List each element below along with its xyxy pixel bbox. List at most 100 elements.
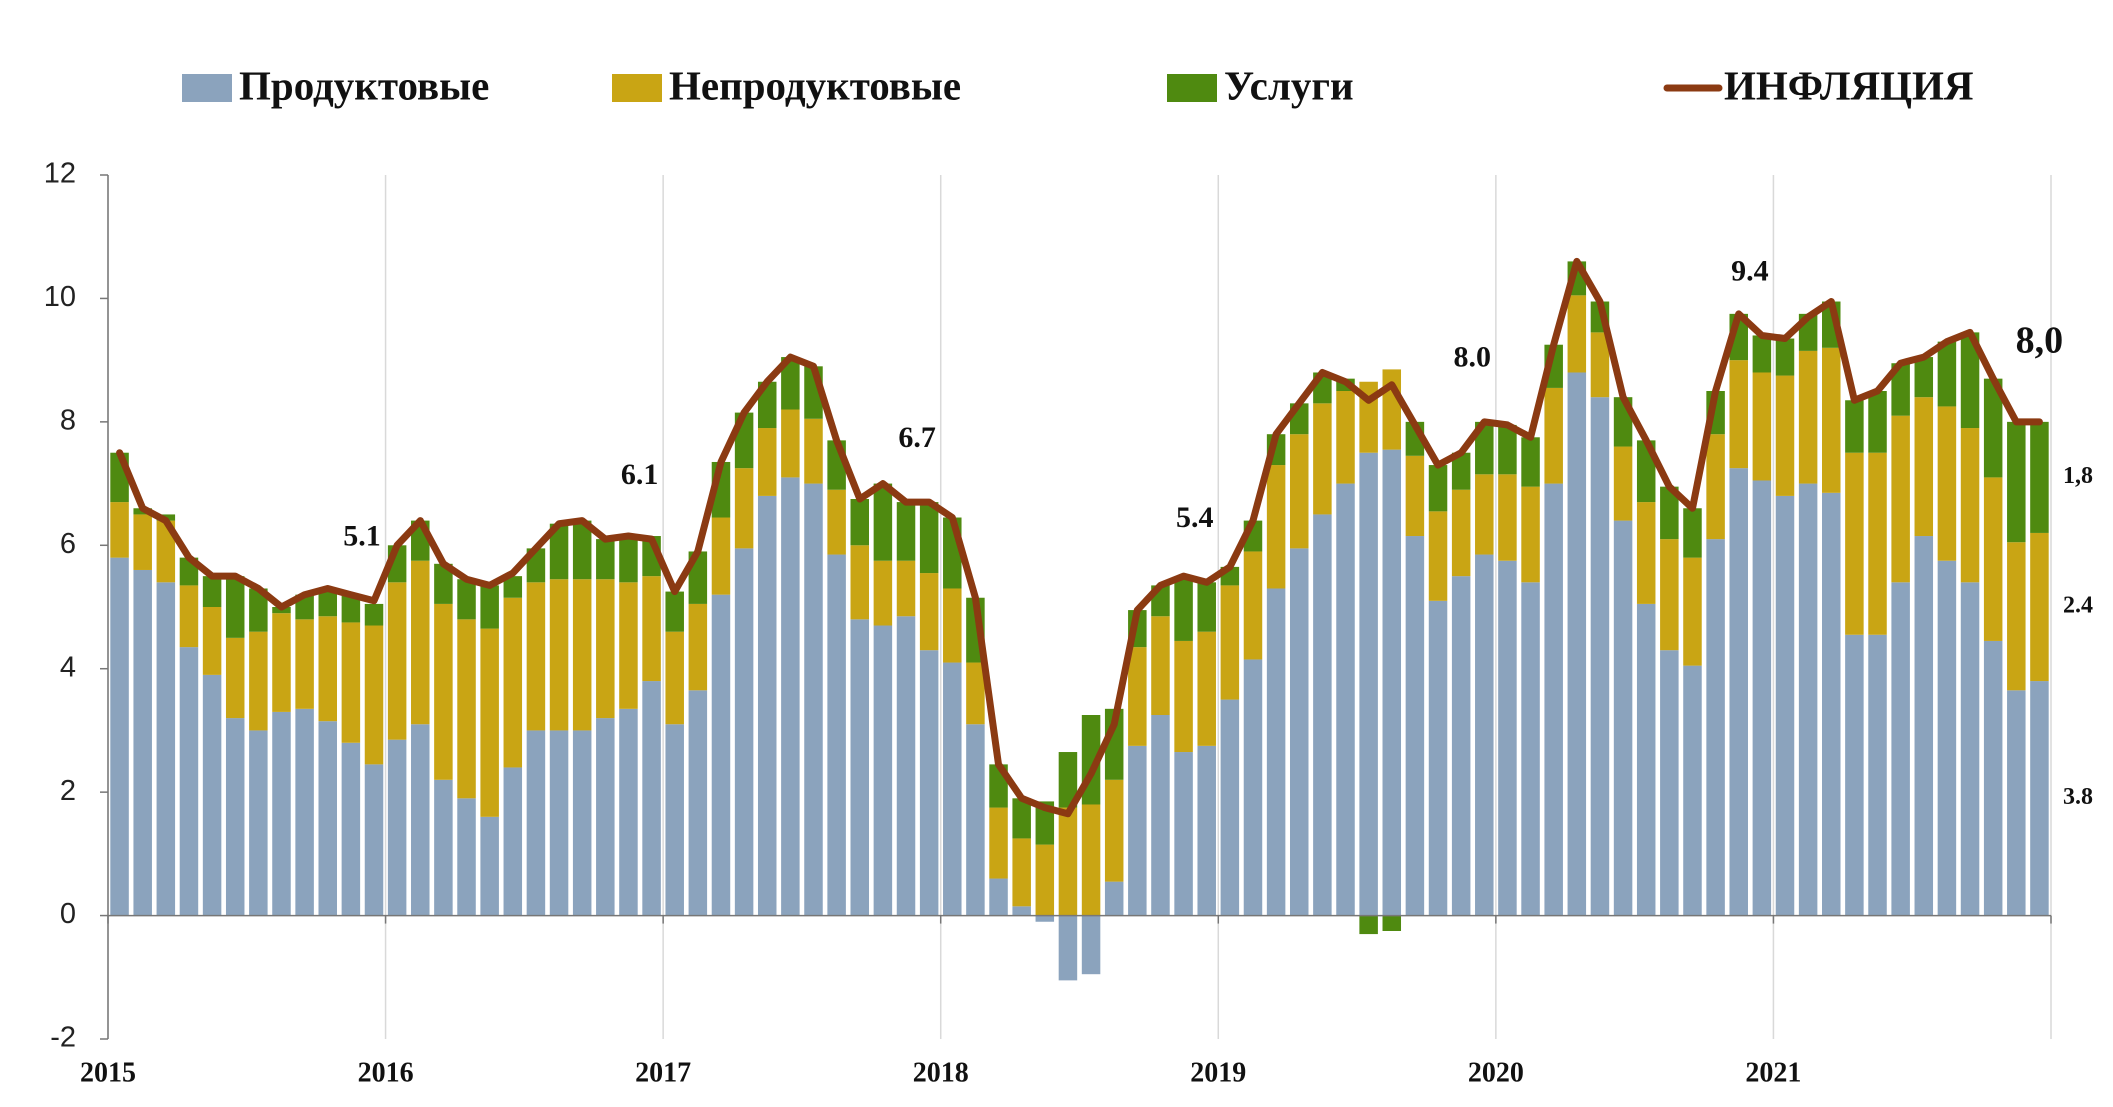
bar-segment (2007, 421, 2026, 543)
bar-segment (896, 616, 916, 916)
bar-segment (1428, 600, 1448, 916)
bar-segment (966, 724, 985, 916)
inflation-line (116, 257, 2043, 818)
bar-segment (1567, 372, 1587, 916)
bar-segment (1937, 341, 1957, 407)
bar-segment (1775, 495, 1795, 916)
bar-segment (1359, 452, 1378, 916)
legend-swatch (1167, 74, 1217, 102)
bar-segment (1174, 752, 1193, 916)
bar-segment (2030, 681, 2049, 916)
bar-segment (919, 650, 939, 916)
bar-segment (1706, 434, 1725, 540)
bar-segment (734, 468, 754, 549)
bar-segment (919, 502, 939, 574)
bar-segment (1012, 798, 1031, 839)
bar-segment (1521, 437, 1540, 487)
bar-segment (1752, 372, 1772, 481)
bar-segment (734, 548, 754, 916)
bar-segment (1660, 650, 1679, 916)
bar-segment (1012, 906, 1031, 916)
legend-label: Продуктовые (239, 62, 489, 108)
bar-segment (989, 807, 1008, 879)
bar-segment (781, 409, 800, 478)
bar-segment (665, 591, 684, 632)
bar-segment (873, 560, 893, 626)
bar-segment (943, 662, 962, 916)
bar-segment (1475, 421, 1494, 475)
y-tick-label: 10 (44, 281, 76, 313)
bar-segment (1382, 915, 1402, 931)
bar-segment (133, 569, 152, 916)
bar-segment (480, 628, 499, 817)
bar-segment (850, 499, 870, 546)
bar-segment (1660, 539, 1679, 651)
bar-segment (919, 573, 939, 651)
bar-segment (1197, 745, 1216, 916)
x-tick-label: 2019 (1190, 1057, 1246, 1088)
bar-segment (1868, 634, 1887, 916)
bar-segment (781, 477, 800, 916)
bar-segment (596, 579, 615, 719)
line-label: 8.0 (1454, 341, 1492, 374)
bar-segment (1128, 647, 1147, 746)
bar-segment (1845, 452, 1864, 635)
bar-segment (318, 588, 337, 617)
bar-segment (1128, 745, 1147, 916)
bar-segment (873, 625, 893, 916)
bar-segment (1336, 391, 1355, 484)
bar-segment (2007, 542, 2026, 691)
bar-segment (1243, 551, 1263, 660)
bar-segment (2007, 690, 2026, 916)
bar-segment (434, 779, 453, 916)
bar-segment (1914, 536, 1934, 916)
bar-segment (2030, 532, 2049, 682)
x-tick-label: 2021 (1745, 1057, 1801, 1088)
y-tick-label: 12 (44, 158, 76, 190)
bar-segment (757, 428, 777, 496)
bar-segment (1983, 640, 2003, 916)
bar-segment (1937, 406, 1957, 561)
bar-segment (1035, 844, 1055, 916)
bar-segment (1451, 452, 1471, 490)
bar-segment (249, 730, 268, 916)
bar-segment (1729, 468, 1748, 916)
bar-segment (179, 647, 199, 916)
bar-segment (572, 520, 592, 580)
bar-segment (364, 603, 384, 626)
bar-segment (1960, 332, 1980, 429)
bar-segment (480, 585, 499, 629)
bar-segment (1636, 502, 1656, 604)
bar-segment (1798, 483, 1818, 916)
bar-segment (295, 708, 314, 916)
bar-segment (1845, 400, 1864, 453)
bar-segment (827, 489, 846, 555)
bar-segment (1197, 582, 1216, 632)
segment-label: 2.4 (2063, 593, 2093, 619)
bar-segment (1983, 378, 2003, 478)
bar-segment (1891, 415, 1910, 583)
bar-segment (1683, 557, 1702, 666)
bar-segment (1914, 397, 1934, 537)
bar-segment (850, 545, 870, 620)
bar-segment (225, 576, 245, 638)
bar-segment (1405, 455, 1425, 537)
line-label: 5.4 (1176, 501, 1214, 534)
bar-segment (1590, 332, 1610, 398)
bar-segment (1058, 915, 1078, 981)
bar-segment (596, 718, 615, 916)
bar-segment (1960, 582, 1980, 916)
bar-segment (1660, 486, 1679, 540)
bar-segment (1752, 480, 1772, 916)
bar-segment (318, 616, 337, 722)
bar-segment (364, 625, 384, 765)
bar-segment (503, 767, 523, 916)
bar-segment (1822, 492, 1841, 916)
bar-segment (1289, 434, 1309, 549)
bar-segment (850, 619, 870, 916)
bar-segment (503, 576, 523, 598)
bar-segment (1960, 428, 1980, 583)
legend-label: ИНФЛЯЦИЯ (1724, 62, 1973, 108)
bar-segment (711, 517, 731, 595)
